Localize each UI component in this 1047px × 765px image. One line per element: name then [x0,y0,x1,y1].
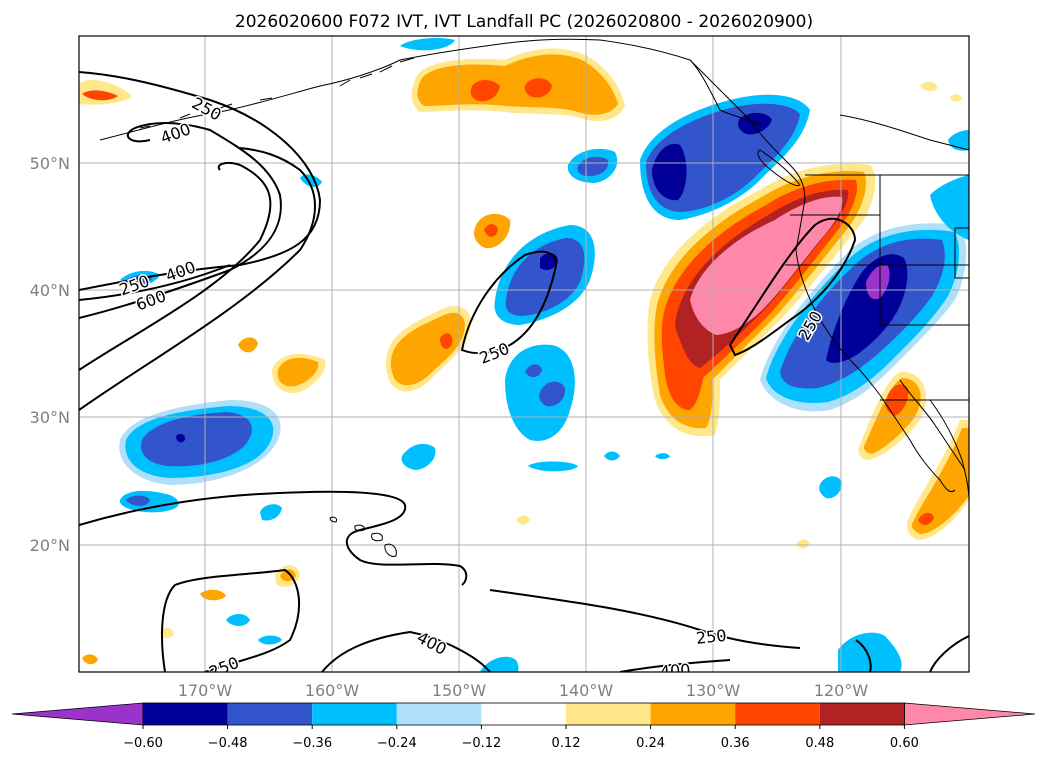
lat-label: 30°N [30,408,70,427]
colorbar-tick-label: 0.36 [721,736,750,751]
negative-small-10 [258,635,282,645]
colorbar-outline [142,702,905,726]
negative-50n-mid [577,156,609,176]
colorbar-tick-label: −0.24 [377,736,417,751]
negative-small-6 [819,476,842,499]
colorbar-segment [143,703,228,725]
colorbar-segment [735,703,820,725]
negative-small-16 [930,175,969,240]
colorbar-tick-label: −0.12 [461,736,501,751]
lon-label: 140°W [559,681,614,700]
contour-250-west [79,71,322,291]
positive-plume-pink [690,196,843,335]
contour-400-south2 [619,659,731,672]
lon-label: 130°W [686,681,741,700]
gridlines [79,36,969,672]
negative-california-purple [866,264,890,300]
negative-small-7 [838,632,902,672]
contour-600-west [79,264,231,301]
colorbar-segment [481,703,566,725]
longitude-labels: 170°W 160°W 150°W 140°W 130°W 120°W [178,681,869,700]
positive-small-7 [440,333,453,349]
colorbar-tick-label: 0.12 [552,736,581,751]
colorbar-tick-label: −0.48 [208,736,248,751]
lon-label: 170°W [178,681,233,700]
ivt-contours [79,71,969,672]
lon-label: 120°W [814,681,869,700]
positive-small-18 [920,81,938,91]
colorbar-extend-low [11,702,144,726]
colorbar-tick-label: −0.60 [123,736,163,751]
colorbar-tick-label: 0.48 [805,736,834,751]
positive-small-15 [82,654,98,665]
positive-small-19 [950,94,962,102]
lat-label: 20°N [30,536,70,555]
lat-label: 40°N [30,281,70,300]
coastlines [99,38,969,557]
latitude-labels: 50°N 40°N 30°N 20°N [30,154,70,555]
positive-small-16 [516,515,530,525]
colorbar-tick-label: 0.60 [890,736,919,751]
negative-small-15 [400,38,455,51]
colorbar-segment [650,703,736,725]
colorbar-tick-label: 0.24 [636,736,665,751]
negative-small-1 [401,443,436,470]
contour-400-west-outer [79,147,316,411]
negative-small-4 [126,495,150,506]
map-content: 250 400 250 400 600 250 250 400 250 400 … [79,36,969,681]
colorbar-segment [312,703,397,725]
contour-250-south2 [489,589,801,649]
lat-label: 50°N [30,154,70,173]
negative-40n-mid [505,238,585,316]
positive-small-10 [238,337,258,353]
positive-mexico-red [918,512,934,526]
contour-250-east-coast [855,639,872,672]
contour-250-plume [728,217,857,357]
contour-400-west [79,122,282,319]
colorbar-segment [396,703,482,725]
colorbar-segment [819,703,905,725]
negative-small-5 [260,504,282,521]
negative-small-11 [604,451,620,461]
positive-small-13 [200,589,226,601]
contour-250-east [929,635,969,672]
map-frame [78,35,970,673]
positive-55n-red1 [470,80,500,102]
contour-400-south [321,630,491,672]
negative-small-12 [655,453,670,460]
contour-400-west-inner [79,161,272,371]
positive-small-4 [484,224,498,237]
contour-250-subtropics [79,490,468,586]
colorbar-tick-label: −0.36 [292,736,332,751]
positive-small-14 [160,627,174,639]
positive-small-2 [82,90,118,101]
negative-gulf-alaska-dark2 [738,112,772,135]
negative-33n-mid [539,381,566,407]
contour-250-center [460,250,557,355]
contour-250-south [161,568,301,672]
lon-label: 150°W [432,681,487,700]
negative-gulf-alaska-dark1 [652,143,687,201]
lon-label: 160°W [305,681,360,700]
political-boundaries [785,114,969,401]
negative-small-2 [528,461,578,472]
negative-28n-mid [141,412,252,467]
colorbar-segment [227,703,313,725]
contour-label: 250 [695,626,727,648]
negative-33n-mid2 [525,364,542,378]
positive-small-6 [390,312,465,386]
colorbar: −0.60 −0.48 −0.36 −0.24 −0.12 0.12 0.24 0.36 0.4… [11,702,1036,751]
positive-small-9 [277,357,319,387]
negative-small-9 [226,614,250,626]
negative-28n-dark [176,433,186,443]
figure-title: 2026020600 F072 IVT, IVT Landfall PC (20… [235,12,813,32]
positive-55n-red2 [524,78,552,98]
negative-small-8 [480,656,519,672]
colorbar-segment [566,703,651,725]
positive-small-17 [796,539,810,549]
positive-55n-orange [417,54,618,115]
colorbar-extend-high [904,702,1036,726]
contour-label: 400 [659,660,691,681]
